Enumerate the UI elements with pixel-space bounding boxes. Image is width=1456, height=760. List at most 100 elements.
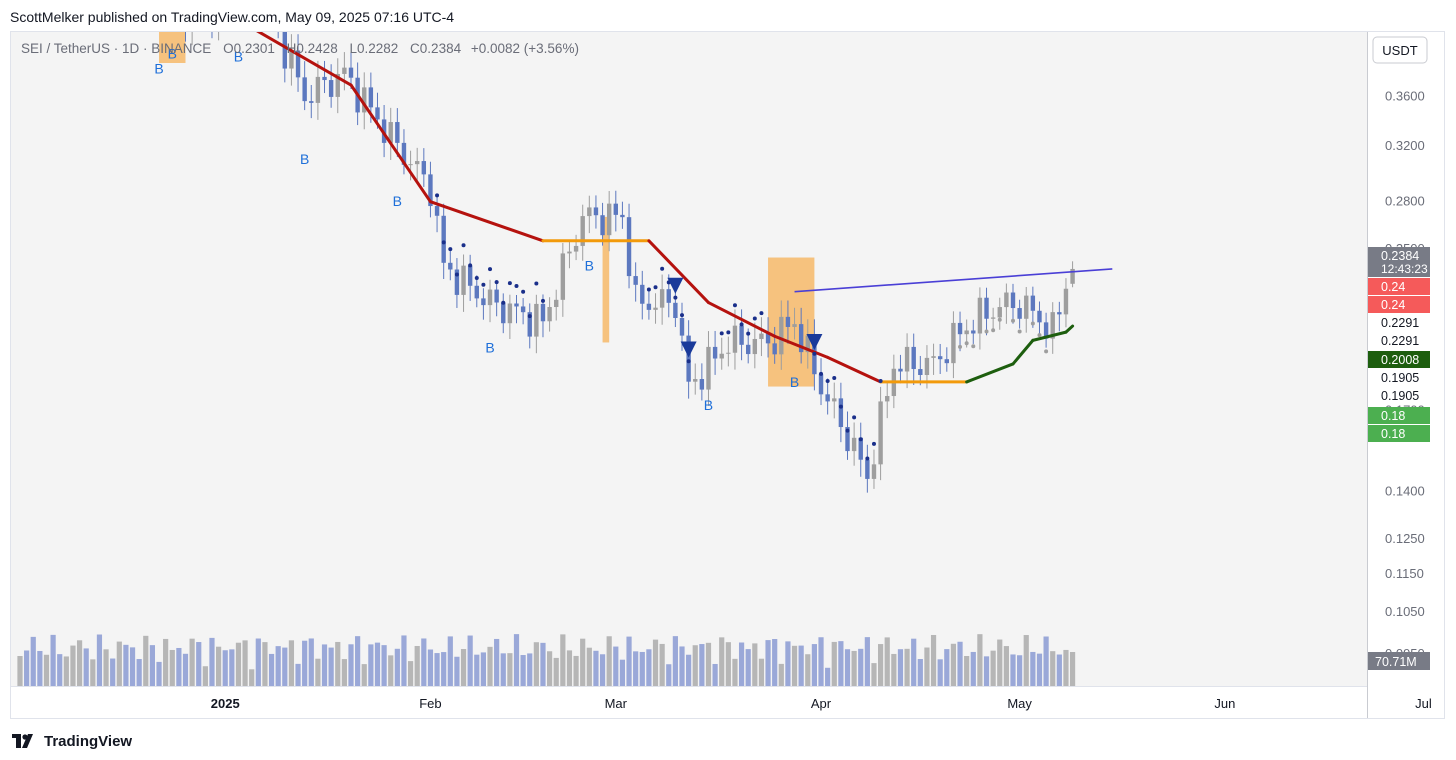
candle-body <box>792 324 797 327</box>
candle-body <box>401 142 407 165</box>
trailing-stop-dot <box>501 300 506 305</box>
volume-bar <box>1010 654 1016 686</box>
resistance-trendline[interactable] <box>794 268 1113 293</box>
volume-bar <box>758 658 765 686</box>
volume-bar <box>778 663 784 686</box>
buy-signal-label: B <box>585 258 594 274</box>
candle-body <box>554 299 559 308</box>
volume-bar <box>573 655 579 686</box>
volume-bar <box>182 653 189 686</box>
candle-body <box>434 206 440 216</box>
candle-body <box>573 245 579 252</box>
buy-signal-label: B <box>234 49 243 65</box>
trailing-stop-dot <box>732 303 737 308</box>
candle-body <box>706 346 711 390</box>
volume-bar <box>626 636 632 686</box>
candle-body <box>342 67 347 74</box>
candle-body <box>951 322 956 364</box>
candle-body <box>990 317 996 319</box>
trailing-stop-dot <box>964 341 969 346</box>
legend-open: 0.2301 <box>234 41 275 56</box>
buy-signal-label: B <box>704 397 713 413</box>
trailing-stop-dot <box>739 322 744 327</box>
volume-bar <box>990 650 996 686</box>
volume-layer <box>17 634 1076 686</box>
volume-bar <box>315 658 321 686</box>
trailing-stop-dot <box>759 311 764 316</box>
volume-bar <box>454 656 460 686</box>
volume-bar <box>288 640 295 686</box>
candle-body <box>851 437 857 452</box>
legend: SEI / TetherUS · 1D · BINANCE O0.2301 H0… <box>21 41 579 56</box>
candle-body <box>957 322 963 335</box>
volume-bar <box>507 653 513 686</box>
volume-profile-zone <box>768 257 815 387</box>
price-tick-label: 0.3200 <box>1385 138 1425 153</box>
currency-label: USDT <box>1382 43 1417 58</box>
candle-body <box>560 253 566 300</box>
trailing-stop-dot <box>673 295 678 300</box>
candle-body <box>971 330 976 334</box>
volume-bar <box>255 638 261 686</box>
price-axis-badge <box>1368 314 1430 331</box>
price-axis-badge-text: 0.1905 <box>1381 389 1419 403</box>
volume-bar <box>785 641 791 686</box>
candle-body <box>633 276 638 285</box>
trend-line-segment <box>647 239 710 305</box>
price-axis-badge <box>1368 247 1430 277</box>
candle-body <box>620 214 625 218</box>
currency-button[interactable]: USDT <box>1372 36 1428 64</box>
candle-body <box>1037 310 1042 323</box>
volume-bar <box>1056 654 1062 686</box>
trend-line-segment <box>965 362 1015 384</box>
candle-body <box>567 251 572 254</box>
volume-bar <box>355 636 361 686</box>
volume-bar <box>844 649 851 686</box>
candle-body <box>606 203 612 236</box>
candle-body <box>798 324 804 353</box>
candle-body <box>289 50 294 69</box>
trailing-stop-dot <box>468 263 473 268</box>
legend-high: 0.2428 <box>296 41 337 56</box>
trailing-stop-dot <box>719 331 724 336</box>
volume-bar <box>163 638 169 686</box>
volume-bar <box>1017 655 1023 686</box>
volume-bar <box>1036 653 1043 686</box>
trailing-stop-dot <box>852 415 857 420</box>
volume-bar <box>24 650 30 686</box>
volume-bar <box>434 653 440 686</box>
candle-body <box>679 318 685 336</box>
trailing-stop-dot <box>1011 318 1015 323</box>
trailing-stop-dot <box>845 428 850 433</box>
volume-bar <box>527 653 533 686</box>
price-axis-badge <box>1368 369 1430 386</box>
volume-bar <box>1030 651 1036 686</box>
buy-signal-label: B <box>790 374 799 390</box>
volume-bar <box>447 636 453 686</box>
candle-body <box>653 307 658 310</box>
volume-bar <box>745 649 751 686</box>
brand-name: TradingView <box>44 732 133 750</box>
time-axis-label: Jul <box>1415 696 1432 711</box>
candle-body <box>1017 308 1022 319</box>
price-tick-label: 0.1050 <box>1385 604 1425 619</box>
published-by-header: ScottMelker published on TradingView.com… <box>10 9 455 25</box>
volume-bar <box>202 666 208 686</box>
candle-body <box>520 306 526 313</box>
candle-body <box>580 216 585 246</box>
candle-body <box>1030 295 1036 311</box>
volume-bar <box>917 659 923 686</box>
candle-body <box>673 302 678 319</box>
volume-bar <box>467 635 473 686</box>
trailing-stop-dot <box>991 328 996 333</box>
trailing-stop-dot <box>726 330 731 335</box>
volume-bar <box>136 659 142 686</box>
candle-body <box>984 297 989 319</box>
candle-body <box>322 76 327 81</box>
volume-bar <box>196 642 202 686</box>
candle-body <box>309 101 314 103</box>
candle-body <box>467 265 473 286</box>
candle-body <box>732 325 738 353</box>
